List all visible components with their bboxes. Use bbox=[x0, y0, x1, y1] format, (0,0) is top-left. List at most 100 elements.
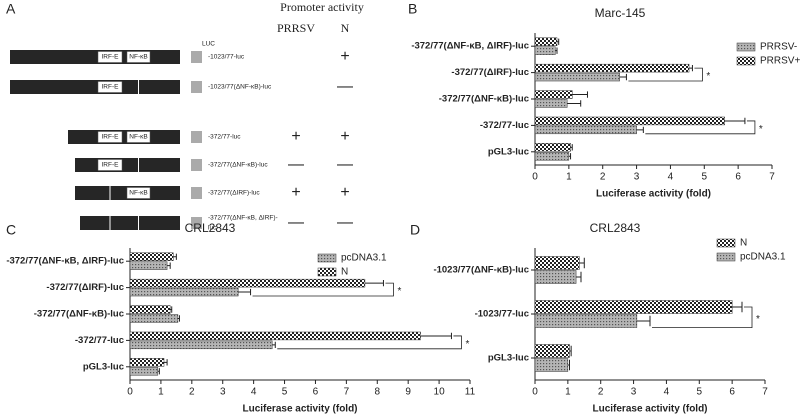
header: Promoter activity bbox=[280, 0, 364, 14]
significance-mark: * bbox=[756, 314, 760, 325]
construct-label: -1023/77-luc bbox=[208, 54, 245, 61]
bar bbox=[534, 125, 637, 135]
activity-sign: + bbox=[291, 184, 300, 201]
legend-label: pcDNA3.1 bbox=[341, 253, 387, 264]
element-label: IRF-E bbox=[102, 134, 120, 141]
luc-box bbox=[191, 81, 202, 93]
x-tick-label: 6 bbox=[313, 387, 319, 398]
activity-sign: — bbox=[337, 156, 353, 173]
legend-label: PRRSV+ bbox=[760, 56, 800, 67]
error-bar bbox=[732, 301, 743, 313]
x-tick-label: 0 bbox=[532, 387, 538, 398]
legend-label: PRRSV- bbox=[760, 42, 797, 53]
element-box bbox=[126, 51, 151, 63]
error-bar bbox=[567, 359, 570, 371]
error-bar bbox=[177, 315, 180, 322]
error-bar bbox=[238, 288, 252, 296]
luc-box bbox=[191, 217, 202, 229]
activity-sign: — bbox=[337, 78, 353, 95]
category-label: pGL3-luc bbox=[488, 353, 529, 364]
category-label: -372/77-luc bbox=[75, 335, 124, 346]
bar bbox=[534, 143, 571, 152]
significance-mark: * bbox=[465, 339, 469, 350]
element-label: NF-κB bbox=[129, 54, 147, 61]
legend-swatch bbox=[736, 56, 756, 66]
luc-box bbox=[191, 187, 202, 199]
luc-box bbox=[191, 159, 202, 171]
panel-letter: A bbox=[6, 1, 16, 17]
bar bbox=[129, 261, 168, 270]
category-label: pGL3-luc bbox=[488, 146, 529, 157]
category-label: -372/77(ΔNF-κB)-luc bbox=[34, 309, 124, 320]
bar bbox=[129, 358, 165, 367]
category-label: -372/77-luc bbox=[480, 120, 529, 131]
error-bar bbox=[167, 262, 171, 269]
bar bbox=[534, 256, 580, 270]
error-bar bbox=[420, 332, 452, 340]
x-tick-label: 5 bbox=[282, 387, 288, 398]
bar bbox=[534, 358, 569, 372]
error-bar bbox=[555, 47, 558, 54]
construct-label: -1023/77(ΔNF-κB)-luc bbox=[208, 84, 272, 91]
element-box bbox=[97, 159, 123, 171]
bar bbox=[129, 367, 159, 376]
element-label: NF-κB bbox=[129, 190, 147, 197]
error-bar bbox=[636, 315, 651, 327]
promoter-bar bbox=[75, 158, 180, 172]
x-tick-label: 6 bbox=[729, 387, 735, 398]
bar bbox=[534, 63, 690, 73]
error-bar bbox=[569, 345, 572, 357]
category-label: -1023/77(ΔNF-κB)-luc bbox=[433, 265, 529, 276]
error-bar bbox=[567, 100, 582, 107]
construct-label: -372/77(ΔIRF)-luc bbox=[208, 190, 260, 197]
x-tick-label: 0 bbox=[127, 387, 133, 398]
significance-mark: * bbox=[397, 286, 401, 297]
error-bar bbox=[572, 91, 588, 98]
category-label: -372/77(ΔNF-κB)-luc bbox=[439, 94, 529, 105]
activity-sign: + bbox=[340, 184, 349, 201]
x-tick-label: 3 bbox=[634, 172, 640, 183]
bar bbox=[129, 314, 179, 323]
error-bar bbox=[689, 64, 693, 72]
element-label: IRF-E bbox=[102, 162, 120, 169]
bar bbox=[534, 152, 570, 161]
chart-title: CRL2843 bbox=[590, 221, 641, 235]
significance-bracket bbox=[652, 306, 753, 328]
x-tick-label: 2 bbox=[189, 387, 195, 398]
legend-swatch bbox=[317, 253, 337, 263]
error-bar bbox=[164, 359, 168, 366]
bar bbox=[534, 46, 556, 55]
bar bbox=[129, 278, 366, 288]
element-label: IRF-E bbox=[102, 84, 120, 91]
bar bbox=[534, 344, 570, 358]
activity-sign: — bbox=[288, 156, 304, 173]
x-axis-label: Luciferase activity (fold) bbox=[596, 189, 711, 200]
error-bar bbox=[157, 368, 160, 375]
column-header: PRRSV bbox=[277, 21, 315, 35]
error-bar bbox=[570, 144, 573, 151]
legend-label: N bbox=[341, 267, 348, 278]
construct-label: -372/77(ΔNF-κB, ΔIRF)- bbox=[208, 215, 278, 222]
x-tick-label: 8 bbox=[374, 387, 380, 398]
bar bbox=[534, 314, 638, 328]
construct-label: -372/77(ΔNF-κB)-luc bbox=[208, 162, 268, 169]
x-tick-label: 1 bbox=[565, 387, 571, 398]
error-bar bbox=[724, 117, 746, 125]
x-tick-label: 10 bbox=[434, 387, 446, 398]
x-tick-label: 9 bbox=[405, 387, 411, 398]
legend-swatch bbox=[716, 238, 736, 248]
significance-bracket bbox=[645, 120, 756, 135]
bar bbox=[534, 116, 725, 126]
legend-label: N bbox=[740, 238, 747, 249]
x-tick-label: 1 bbox=[566, 172, 572, 183]
luc-label: LUC bbox=[202, 41, 215, 48]
error-bar bbox=[557, 38, 560, 45]
x-tick-label: 0 bbox=[532, 172, 538, 183]
x-tick-label: 11 bbox=[465, 387, 476, 398]
element-box bbox=[126, 131, 151, 143]
x-tick-label: 2 bbox=[600, 172, 606, 183]
x-axis-label: Luciferase activity (fold) bbox=[242, 404, 357, 414]
bar bbox=[534, 300, 733, 314]
element-label: NF-κB bbox=[129, 134, 147, 141]
